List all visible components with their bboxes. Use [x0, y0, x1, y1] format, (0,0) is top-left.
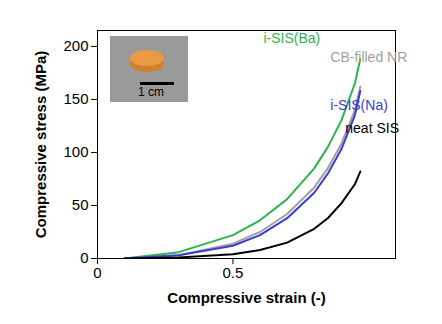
svg-text:Compressive strain (-): Compressive strain (-): [167, 289, 325, 306]
svg-text:150: 150: [63, 90, 88, 107]
svg-text:100: 100: [63, 143, 88, 160]
svg-text:200: 200: [63, 37, 88, 54]
html-text:1 cm: 1 cm: [138, 85, 164, 99]
svg-text:0: 0: [93, 264, 101, 281]
svg-text:i-SIS(Na): i-SIS(Na): [330, 97, 388, 113]
svg-text:i-SIS(Ba): i-SIS(Ba): [263, 30, 320, 46]
svg-text:neat SIS: neat SIS: [345, 120, 399, 136]
svg-text:CB-filled NR: CB-filled NR: [330, 49, 407, 65]
svg-text:0.5: 0.5: [223, 264, 244, 281]
svg-text:50: 50: [72, 196, 89, 213]
svg-text:Compressive stress (MPa): Compressive stress (MPa): [32, 51, 49, 239]
svg-text:0: 0: [80, 249, 88, 266]
